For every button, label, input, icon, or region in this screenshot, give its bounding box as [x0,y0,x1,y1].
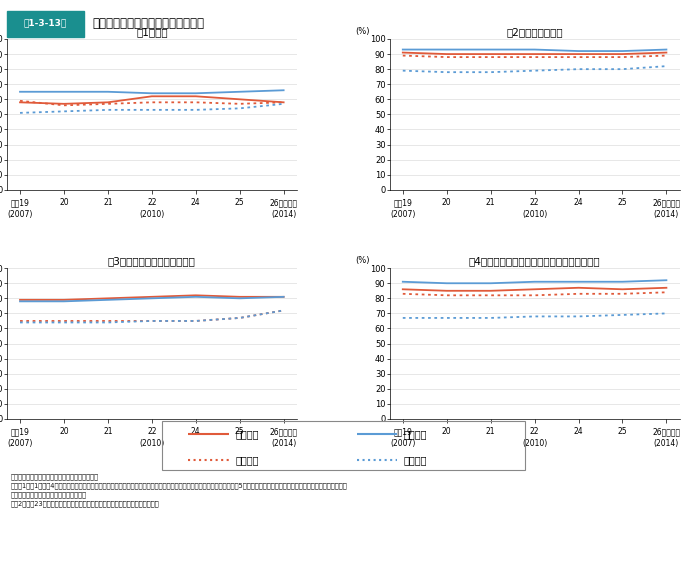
Text: (%): (%) [354,256,370,265]
Text: (2010): (2010) [139,439,165,448]
Text: (2007): (2007) [8,210,33,219]
Text: 24: 24 [191,427,201,436]
Text: 24: 24 [574,427,583,436]
Text: 25: 25 [235,198,245,207]
Text: 20: 20 [59,427,69,436]
Text: 中３数学: 中３数学 [404,455,428,465]
Text: (2014): (2014) [271,439,296,448]
Text: 20: 20 [442,427,451,436]
Text: 22: 22 [147,198,156,207]
Text: 26（年度）: 26（年度） [652,427,680,436]
Text: 24: 24 [191,198,201,207]
Text: 平成19: 平成19 [10,427,29,436]
FancyBboxPatch shape [7,11,84,37]
Text: 22: 22 [530,427,540,436]
Bar [162,421,525,470]
Text: 26（年度）: 26（年度） [270,427,298,436]
Text: 22: 22 [147,427,156,436]
Title: （3）授業の内容はよく分かる: （3）授業の内容はよく分かる [108,256,196,266]
Text: 21: 21 [103,427,113,436]
Text: 24: 24 [574,198,583,207]
Text: 26（年度）: 26（年度） [270,198,298,207]
Text: (2010): (2010) [522,439,547,448]
Text: (2014): (2014) [271,210,296,219]
Text: 25: 25 [617,427,627,436]
Text: 平成19: 平成19 [10,198,29,207]
Title: （1）好き: （1）好き [136,27,167,37]
Text: (2007): (2007) [8,439,33,448]
Text: 第1-3-13図: 第1-3-13図 [23,19,67,28]
Text: (2014): (2014) [654,439,679,448]
Title: （2）大切だと思う: （2）大切だと思う [506,27,563,37]
Text: 25: 25 [235,427,245,436]
Text: (2007): (2007) [390,210,415,219]
Text: 21: 21 [103,198,113,207]
Text: (%): (%) [354,27,370,36]
Text: (2014): (2014) [654,210,679,219]
Text: 20: 20 [59,198,69,207]
Text: 平成19: 平成19 [393,198,413,207]
Text: 小学生・中学生の学習に対する意識: 小学生・中学生の学習に対する意識 [92,16,204,29]
Text: 平成19: 平成19 [393,427,413,436]
Title: （4）将来，社会に出たときに役に立つと思う: （4）将来，社会に出たときに役に立つと思う [469,256,600,266]
Text: 中３国語: 中３国語 [236,455,259,465]
Text: 21: 21 [486,427,495,436]
Text: (2010): (2010) [139,210,165,219]
Text: 25: 25 [617,198,627,207]
Text: (2010): (2010) [522,210,547,219]
Text: 22: 22 [530,198,540,207]
Text: 小６算数: 小６算数 [404,428,428,439]
Text: 26（年度）: 26（年度） [652,198,680,207]
Text: 小６国語: 小６国語 [236,428,259,439]
Text: (2007): (2007) [390,439,415,448]
Text: 21: 21 [486,198,495,207]
Text: 20: 20 [442,198,451,207]
Text: （出典）文部科学省「全国学力・学習状況調査」
（注）1．（1）～（4）は各設問に対し肯定的な回答（例：当てはまる，どちらかと言えば当てはまる）をした者の割合。（: （出典）文部科学省「全国学力・学習状況調査」 （注）1．（1）～（4）は各設問に… [10,474,347,507]
